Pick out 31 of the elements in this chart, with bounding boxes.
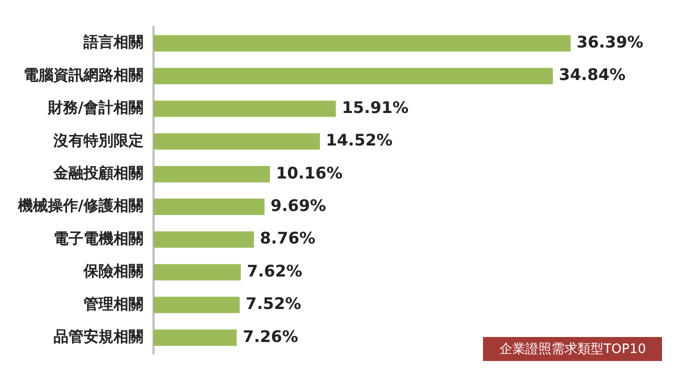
y-tick-label: 財務/會計相關 [46,98,144,117]
data-label: 36.39% [576,32,644,52]
bar [153,296,240,314]
y-tick-label: 保險相關 [82,262,144,280]
bar [153,133,320,150]
bar [153,329,237,346]
data-label: 15.91% [342,98,408,117]
y-tick-label: 電子電機相關 [53,229,144,248]
data-label: 34.84% [558,65,626,84]
y-tick-label: 語言相關 [82,33,144,52]
bar [153,198,265,216]
bar [153,35,571,52]
data-label: 7.52% [246,294,302,314]
y-tick-label: 機械操作/修護相關 [16,196,144,215]
y-tick-label: 品管安規相關 [53,328,144,346]
data-label: 7.62% [246,261,302,280]
bar [153,68,553,84]
y-tick-label: 金融投顧相關 [52,164,144,182]
y-tick-label: 電腦資訊網路相關 [23,66,144,84]
data-label: 8.76% [260,228,316,248]
annotation: 企業證照需求類型TOP10 [483,337,662,361]
data-label: 9.69% [270,196,326,216]
bar [153,231,254,248]
bar [153,100,336,117]
bar [153,264,241,280]
data-label: 7.26% [242,326,298,346]
data-label: 14.52% [326,130,393,150]
y-tick-label: 沒有特別限定 [52,131,144,150]
data-label: 10.16% [276,163,343,182]
bar [153,166,270,182]
y-tick-label: 管理相關 [82,294,144,313]
